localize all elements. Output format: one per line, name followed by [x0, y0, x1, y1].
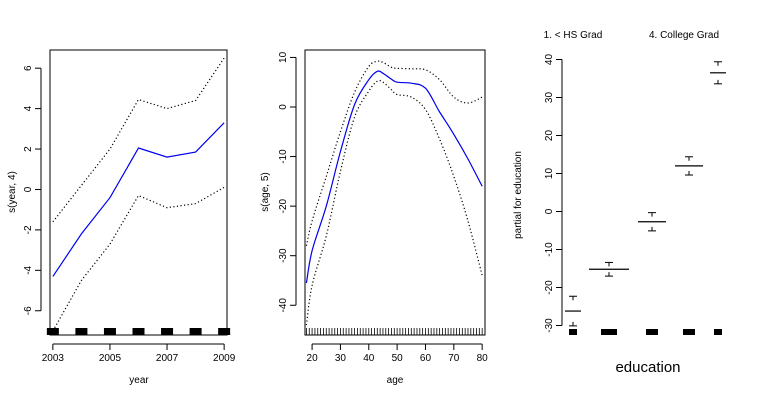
age-upper-line [305, 60, 483, 246]
education-marks: -30 -20 -10 0 10 20 30 40 [544, 54, 726, 335]
age-y-tick-label: -10 [278, 149, 289, 164]
year-fit-line [52, 122, 225, 277]
age-x-tick-label: 80 [477, 353, 489, 364]
year-rug-mark [132, 328, 145, 335]
age-x-tick-label: 20 [307, 353, 319, 364]
year-y-tick-label: -4 [23, 265, 34, 274]
age-x-tick-label: 70 [448, 353, 460, 364]
education-y-tick-label: 0 [544, 208, 555, 214]
age-y-tick-label: 0 [278, 104, 289, 110]
age-x-tick-label: 50 [392, 353, 404, 364]
year-rug-mark [189, 328, 202, 335]
year-y-tick-label: 6 [23, 65, 34, 71]
education-x-axis-label: education [615, 359, 680, 376]
age-fit-line [305, 70, 483, 284]
education-label-college-grad: 4. College Grad [649, 30, 719, 41]
year-rug-mark [161, 328, 174, 335]
year-y-tick-label: 4 [23, 105, 34, 111]
year-y-tick-label: 2 [23, 146, 34, 152]
education-rug-mark [646, 329, 658, 335]
education-y-tick-label: 10 [544, 168, 555, 180]
age-y-tick-label: -30 [278, 248, 289, 263]
age-marks: 20 30 40 50 60 70 80 -40 -30 -20 -10 0 10 [278, 51, 488, 364]
education-label-hs-grad: 1. < HS Grad [544, 30, 603, 41]
year-y-tick-label: 0 [23, 186, 34, 192]
education-rug-mark [714, 329, 722, 335]
age-x-axis-label: age [387, 375, 404, 386]
year-y-tick-label: -2 [23, 225, 34, 234]
age-y-tick-label: 10 [278, 51, 289, 63]
plot-frame-age [304, 49, 486, 336]
education-y-tick-label: -20 [544, 280, 555, 295]
panel-year: 2003 2005 2007 2009 -6 -4 -2 0 2 4 6 year s(year, … [7, 49, 236, 386]
year-rug-mark [75, 328, 88, 335]
education-y-tick-label: 20 [544, 130, 555, 142]
age-y-tick-label: -40 [278, 298, 289, 313]
education-rug-mark [683, 329, 695, 335]
age-y-tick-label: -20 [278, 198, 289, 213]
education-rug-mark [601, 329, 617, 335]
panel-age: 20 30 40 50 60 70 80 -40 -30 -20 -10 0 10 age s(age,… [260, 49, 488, 386]
education-rug-mark [569, 329, 577, 335]
year-rug-mark [46, 328, 59, 335]
year-x-axis-label: year [129, 375, 149, 386]
age-x-tick-label: 30 [335, 353, 347, 364]
age-y-axis-label: s(age, 5) [260, 172, 271, 211]
year-x-tick-label: 2007 [156, 353, 179, 364]
year-y-axis-label: s(year, 4) [7, 171, 18, 213]
age-lower-line [305, 79, 483, 326]
age-x-tick-label: 60 [420, 353, 432, 364]
year-y-tick-label: -6 [23, 306, 34, 315]
year-marks: 2003 2005 2007 2009 -6 -4 -2 0 2 4 6 [23, 57, 236, 364]
year-rug-mark [103, 328, 116, 335]
year-x-tick-label: 2005 [99, 353, 122, 364]
year-upper-line [52, 57, 225, 223]
panel-education: -30 -20 -10 0 10 20 30 40 1. < HS Grad 4. Colle… [513, 30, 726, 376]
year-rug-mark [218, 328, 231, 335]
year-x-tick-label: 2009 [213, 353, 236, 364]
age-x-tick-label: 40 [363, 353, 375, 364]
education-y-tick-label: 40 [544, 54, 555, 66]
education-y-tick-label: -30 [544, 318, 555, 333]
year-x-tick-label: 2003 [42, 353, 65, 364]
education-y-tick-label: 30 [544, 92, 555, 104]
plot-frame-year [49, 49, 228, 336]
year-lower-line [52, 186, 225, 332]
education-y-axis-label: partial for education [513, 151, 524, 239]
education-y-tick-label: -10 [544, 242, 555, 257]
